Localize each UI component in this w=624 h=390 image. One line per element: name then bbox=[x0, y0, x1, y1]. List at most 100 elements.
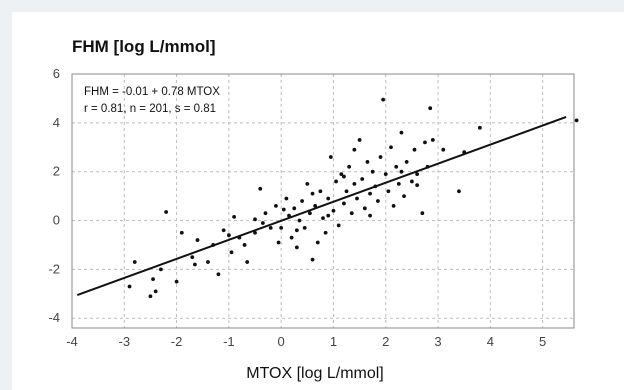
data-point bbox=[399, 130, 404, 135]
data-point bbox=[132, 260, 137, 264]
data-point bbox=[310, 191, 315, 196]
data-point bbox=[326, 196, 331, 201]
data-point bbox=[357, 138, 362, 142]
x-tick-label: 2 bbox=[382, 334, 389, 349]
equation-line-2: r = 0.81, n = 201, s = 0.81 bbox=[84, 103, 216, 115]
y-tick-label: -2 bbox=[48, 261, 60, 276]
data-point bbox=[368, 191, 372, 196]
y-tick-label: 4 bbox=[53, 115, 60, 130]
data-point bbox=[310, 257, 315, 262]
x-tick-label: 1 bbox=[330, 334, 337, 349]
data-point bbox=[148, 294, 153, 299]
data-point bbox=[386, 189, 391, 194]
data-point bbox=[151, 277, 155, 282]
data-point bbox=[174, 279, 179, 284]
data-point bbox=[216, 272, 221, 277]
data-point bbox=[394, 164, 399, 169]
data-point bbox=[302, 225, 307, 230]
data-point bbox=[399, 169, 404, 174]
data-point bbox=[339, 172, 344, 177]
x-tick-label: 5 bbox=[539, 334, 546, 349]
data-point bbox=[294, 228, 299, 233]
data-point bbox=[362, 206, 367, 211]
data-point bbox=[253, 230, 257, 235]
data-point bbox=[342, 201, 346, 206]
data-point bbox=[396, 182, 401, 186]
data-point bbox=[344, 189, 349, 194]
data-points bbox=[127, 97, 579, 299]
data-point bbox=[457, 189, 461, 194]
data-point bbox=[352, 147, 357, 152]
data-point bbox=[195, 238, 200, 242]
y-tick-label: 2 bbox=[53, 164, 60, 179]
data-point bbox=[428, 106, 433, 111]
plot-frame bbox=[71, 73, 575, 329]
data-point bbox=[477, 125, 482, 130]
x-tick-label: 3 bbox=[434, 334, 441, 349]
data-point bbox=[328, 155, 333, 159]
chart-title: FHM [log L/mmol] bbox=[72, 37, 216, 56]
data-point bbox=[331, 208, 336, 213]
data-point bbox=[370, 169, 375, 174]
data-point bbox=[229, 250, 234, 255]
data-point bbox=[574, 118, 579, 123]
data-point bbox=[409, 179, 414, 184]
data-point bbox=[368, 213, 372, 218]
data-point bbox=[326, 213, 331, 218]
data-point bbox=[383, 172, 388, 177]
x-tick-label: -3 bbox=[119, 334, 131, 349]
data-point bbox=[294, 245, 299, 250]
data-point bbox=[192, 262, 197, 267]
y-tick-label: 0 bbox=[53, 213, 60, 228]
data-point bbox=[352, 182, 357, 186]
data-point bbox=[318, 189, 323, 194]
data-point bbox=[430, 138, 435, 142]
data-point bbox=[260, 221, 265, 225]
data-point bbox=[355, 196, 359, 201]
x-tick-label: -1 bbox=[223, 334, 235, 349]
axis-ticks: -4 -3 -2 -1 0 1 2 3 4 5 -4 -2 0 2 4 6 bbox=[48, 66, 546, 349]
data-point bbox=[258, 186, 263, 191]
data-point bbox=[365, 160, 370, 164]
data-point bbox=[376, 199, 380, 203]
data-point bbox=[391, 203, 396, 208]
data-point bbox=[276, 240, 281, 245]
equation-line-1: FHM = -0.01 + 0.78 MTOX bbox=[84, 86, 220, 98]
data-point bbox=[404, 160, 409, 164]
data-point bbox=[190, 255, 195, 260]
data-point bbox=[308, 211, 312, 216]
x-tick-label: -4 bbox=[66, 334, 78, 349]
data-point bbox=[297, 218, 302, 223]
data-point bbox=[300, 199, 304, 203]
data-point bbox=[289, 235, 294, 240]
data-point bbox=[253, 217, 257, 222]
scatter-chart: FHM [log L/mmol] -4 -3 -2 -1 0 1 2 3 4 5-4-20246 … bbox=[48, 37, 579, 382]
data-point bbox=[415, 172, 420, 177]
data-point bbox=[153, 289, 158, 294]
data-point bbox=[423, 140, 427, 145]
x-tick-label: -2 bbox=[171, 334, 183, 349]
regression-line bbox=[76, 116, 567, 297]
chart-card: FHM [log L/mmol] -4 -3 -2 -1 0 1 2 3 4 5 -4 -2 0 2 4 6 … bbox=[12, 12, 624, 390]
data-point bbox=[441, 147, 446, 152]
data-point bbox=[420, 211, 425, 216]
data-point bbox=[313, 203, 318, 208]
data-point bbox=[274, 203, 278, 208]
y-tick-label: 6 bbox=[53, 66, 60, 81]
data-point bbox=[242, 243, 247, 247]
data-point bbox=[334, 179, 338, 184]
data-point bbox=[263, 211, 268, 216]
data-point bbox=[226, 233, 231, 238]
data-point bbox=[158, 267, 163, 272]
data-point bbox=[323, 230, 328, 235]
data-point bbox=[305, 182, 310, 186]
data-point bbox=[381, 97, 386, 102]
data-point bbox=[279, 225, 284, 230]
data-point bbox=[415, 183, 420, 188]
x-tick-label: 0 bbox=[278, 334, 285, 349]
data-point bbox=[127, 284, 132, 289]
x-tick-label: 4 bbox=[487, 334, 494, 349]
data-point bbox=[164, 210, 169, 214]
data-point bbox=[179, 230, 184, 235]
data-point bbox=[321, 216, 325, 220]
